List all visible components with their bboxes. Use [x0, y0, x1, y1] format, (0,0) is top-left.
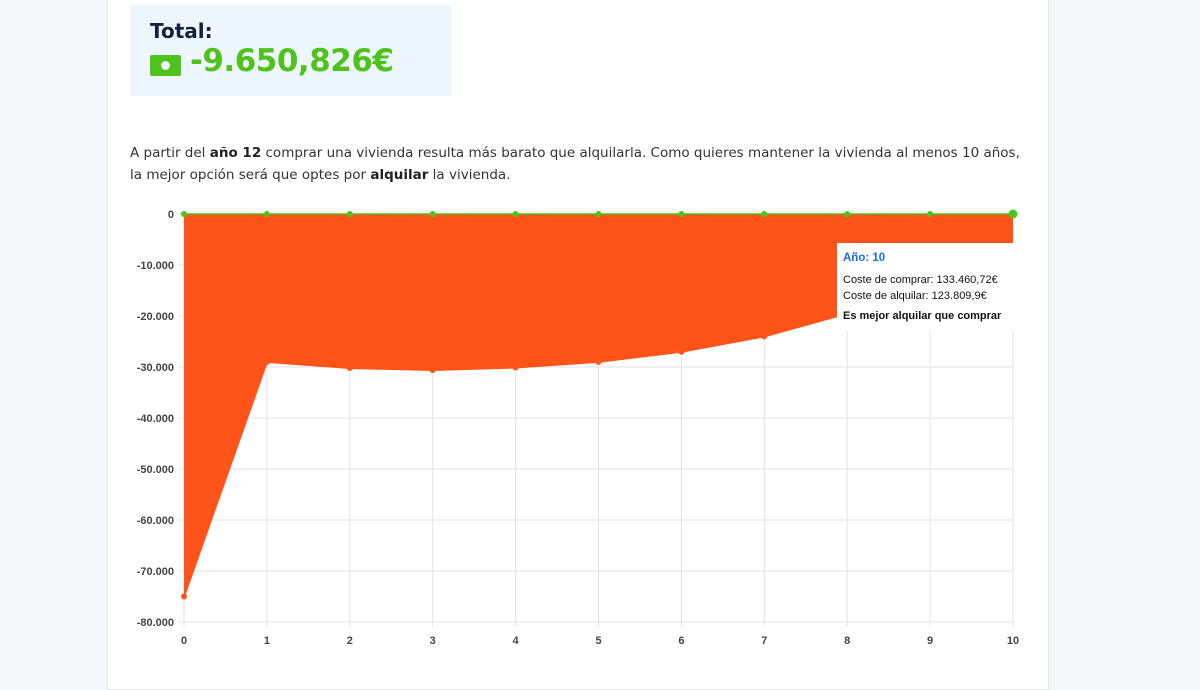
- zero-series-point: [263, 211, 270, 217]
- difference-point: [346, 365, 353, 372]
- x-tick-label: 2: [347, 635, 353, 647]
- zero-series-point: [512, 211, 519, 217]
- y-tick-label: -50.000: [137, 464, 174, 476]
- y-tick-label: -70.000: [137, 566, 174, 578]
- difference-point: [263, 358, 270, 365]
- x-tick-label: 4: [513, 635, 520, 647]
- difference-point: [761, 333, 768, 340]
- desc-bold-year: año 12: [209, 145, 262, 161]
- zero-series-point: [1008, 209, 1018, 219]
- desc-text: comprar una vivienda resulta más barato …: [130, 145, 1020, 183]
- zero-series-point: [927, 211, 934, 217]
- zero-series-point: [761, 211, 768, 217]
- x-tick-label: 8: [844, 635, 850, 647]
- difference-point: [181, 593, 187, 600]
- tooltip-verdict: Es mejor alquilar que comprar: [843, 310, 1002, 322]
- zero-series-point: [181, 211, 187, 217]
- difference-area: [184, 214, 1013, 597]
- tooltip-title: Año: 10: [843, 252, 886, 264]
- y-tick-label: 0: [168, 209, 174, 221]
- y-tick-label: -30.000: [137, 362, 174, 374]
- chart[interactable]: 0 -10.000 -20.000 -30.000 -40.000 -50.000 -60.…: [0, 0, 1200, 675]
- tooltip-buy-cost: Coste de comprar: 133.460,72€: [843, 274, 998, 286]
- total-box: Total: -9.650,826€: [130, 5, 451, 96]
- x-tick-label: 3: [430, 635, 436, 647]
- y-tick-label: -60.000: [137, 515, 174, 527]
- zero-series-point: [346, 211, 353, 217]
- desc-text: A partir del: [130, 145, 210, 161]
- description: A partir del año 12 comprar una vivienda…: [130, 142, 1030, 186]
- x-tick-label: 0: [181, 635, 187, 647]
- x-tick-label: 5: [595, 635, 601, 647]
- x-tick-label: 7: [761, 635, 767, 647]
- total-label: Total:: [150, 19, 213, 43]
- difference-point: [595, 358, 602, 365]
- difference-point: [429, 367, 436, 374]
- chart-tooltip: Año: 10 Coste de comprar: 133.460,72€ Co…: [837, 243, 1019, 331]
- desc-bold-option: alquilar: [370, 167, 429, 183]
- desc-text: la vivienda.: [428, 167, 511, 183]
- x-tick-label: 6: [678, 635, 684, 647]
- y-tick-label: -80.000: [137, 617, 174, 629]
- zero-series-point: [429, 211, 436, 217]
- tooltip-rent-cost: Coste de alquilar: 123.809,9€: [843, 290, 987, 302]
- y-tick-label: -10.000: [137, 260, 174, 272]
- total-value: -9.650,826€: [190, 43, 394, 79]
- zero-series-point: [844, 211, 851, 217]
- difference-point: [678, 348, 685, 355]
- x-tick-label: 9: [927, 635, 933, 647]
- money-bill-icon: [150, 55, 181, 76]
- difference-point: [512, 364, 519, 371]
- y-tick-label: -40.000: [137, 413, 174, 425]
- x-tick-label: 10: [1007, 635, 1019, 647]
- y-tick-label: -20.000: [137, 311, 174, 323]
- zero-series-point: [678, 211, 685, 217]
- x-tick-label: 1: [264, 635, 270, 647]
- zero-series-point: [595, 211, 602, 217]
